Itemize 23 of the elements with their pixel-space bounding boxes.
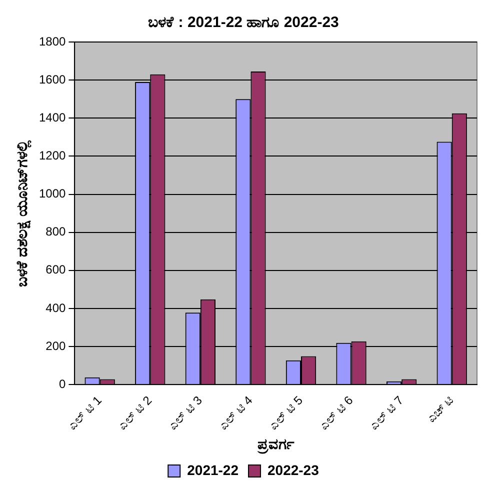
- y-tick-label: 1000: [38, 186, 66, 201]
- x-tick-label: ಎಲ್ ಟಿ 4: [216, 393, 256, 432]
- x-tick-label: ಎಲ್ ಟಿ 5: [266, 393, 306, 432]
- y-tick-label: 1600: [38, 72, 66, 86]
- y-tick-label: 1200: [38, 148, 66, 163]
- legend-label: 2022-23: [268, 462, 320, 478]
- y-tick-label: 600: [46, 262, 66, 277]
- x-tick-label: ಎಚ್ ಟಿ: [424, 393, 456, 426]
- y-tick-label: 1400: [38, 110, 66, 124]
- y-tick-label: 1800: [38, 34, 66, 48]
- x-axis-title: ಪ್ರವರ್ಗ: [256, 436, 294, 454]
- y-tick-label: 400: [46, 300, 66, 315]
- y-tick-label: 800: [46, 224, 66, 239]
- chart-title: ಬಳಕೆ : 2021-22 ಹಾಗೂ 2022-23: [148, 14, 339, 32]
- x-tick-label: ಎಲ್ ಟಿ 1: [65, 393, 105, 432]
- x-tick-label: ಎಲ್ ಟಿ 3: [166, 393, 206, 432]
- x-tick-label: ಎಲ್ ಟಿ 6: [316, 393, 356, 432]
- y-axis-title: ಬಳಕೆ ದಶಲಕ್ಷ ಯೂನಿಟ್‌ಗಳಲ್ಲಿ: [14, 140, 32, 287]
- legend-label: 2021-22: [187, 462, 239, 478]
- y-tick-label: 200: [46, 338, 66, 353]
- y-tick-label: 0: [59, 376, 66, 391]
- x-tick-label: ಎಲ್ ಟಿ 7: [366, 393, 406, 432]
- x-tick-label: ಎಲ್ ಟಿ 2: [115, 393, 155, 432]
